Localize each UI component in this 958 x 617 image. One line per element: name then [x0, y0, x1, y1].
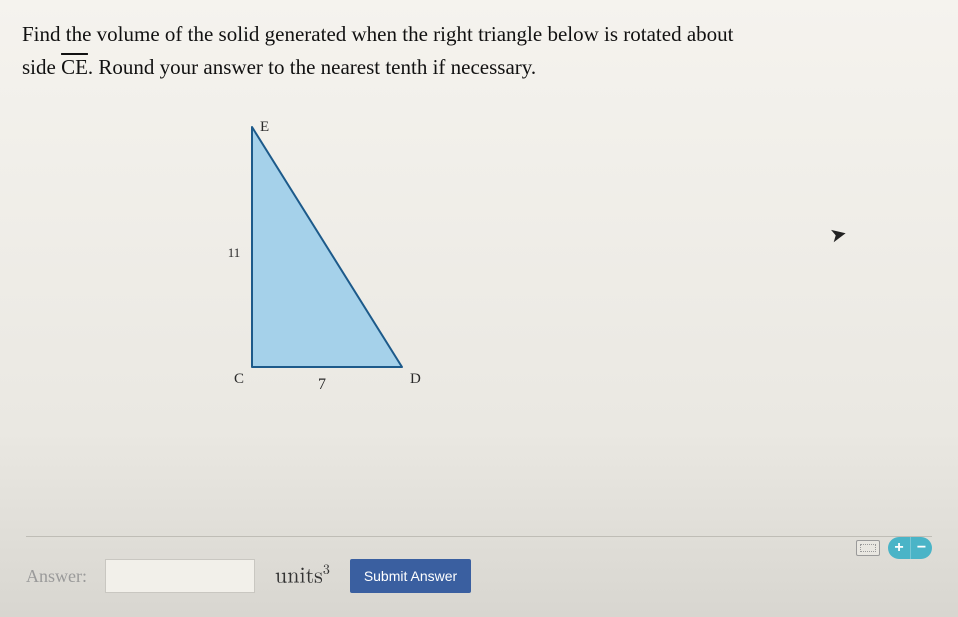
side-icons: + − [856, 537, 932, 559]
zoom-in-button[interactable]: + [888, 537, 910, 559]
question-line1: Find the volume of the solid generated w… [22, 22, 734, 46]
vertex-E-label: E [260, 119, 269, 135]
units-text: units [275, 566, 323, 588]
vertex-D-label: D [410, 371, 421, 387]
segment-CE: CE [61, 55, 88, 79]
units-sup: 3 [323, 563, 330, 577]
diagram-container: E C D 11 7 [22, 117, 936, 407]
triangle-shape [252, 127, 402, 367]
divider [26, 536, 932, 537]
question-text: Find the volume of the solid generated w… [22, 18, 936, 83]
question-line2-pre: side [22, 55, 61, 79]
keyboard-icon[interactable] [856, 540, 880, 556]
triangle-diagram: E C D 11 7 [222, 117, 482, 407]
answer-row: Answer: units3 Submit Answer [26, 559, 932, 593]
answer-input[interactable] [105, 559, 255, 593]
side-CD-label: 7 [318, 376, 326, 393]
answer-label: Answer: [26, 566, 87, 587]
zoom-pill-group: + − [888, 537, 932, 559]
vertex-C-label: C [234, 371, 244, 387]
zoom-out-button[interactable]: − [910, 537, 932, 559]
side-CE-label: 11 [228, 245, 241, 260]
submit-button[interactable]: Submit Answer [350, 559, 471, 593]
question-line2-post: . Round your answer to the nearest tenth… [88, 55, 536, 79]
answer-bar: + − Answer: units3 Submit Answer [0, 524, 958, 617]
question-block: Find the volume of the solid generated w… [0, 0, 958, 407]
units-label: units3 [275, 562, 330, 589]
